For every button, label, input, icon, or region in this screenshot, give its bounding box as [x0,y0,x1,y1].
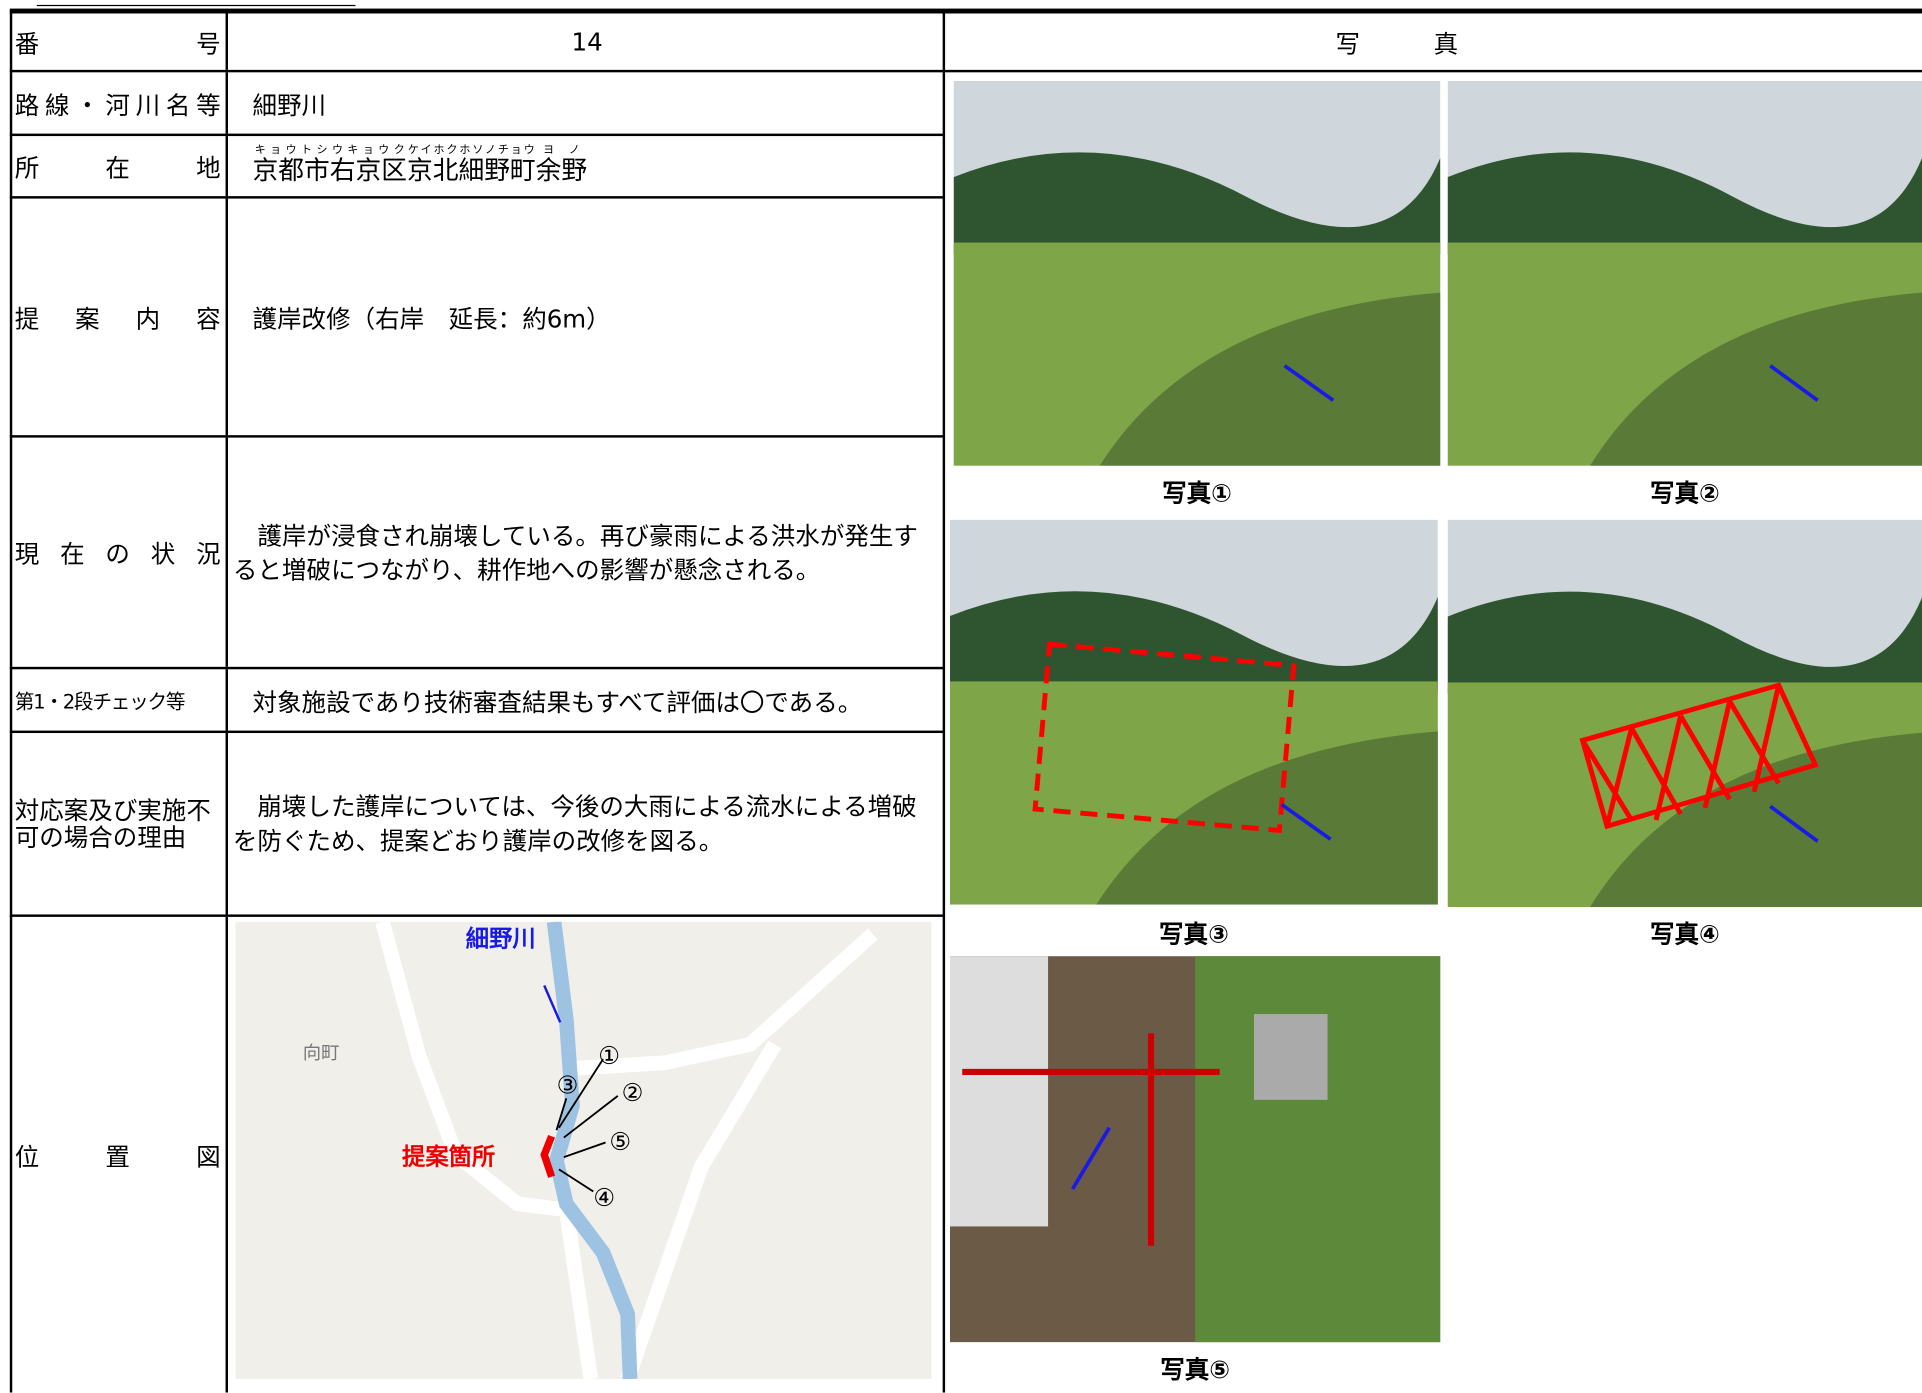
label: 対応案及び実施不可の場合の理由 [14,795,211,852]
map-site: 提案箇所 [402,1144,495,1171]
label: 位置図 [14,1141,221,1172]
map-markers: ① ② ③ ④ ⑤ [557,1041,644,1212]
address-part: 京北細野町ケイホクホソノチョウ [407,145,536,188]
marker: ④ [593,1183,615,1212]
map-river: 細野川 [466,925,536,952]
row-line [9,666,944,670]
number: 14 [571,26,603,57]
marker: ③ [557,1070,579,1099]
photo [949,956,1441,1343]
address-ruby: ケイホクホソノチョウ [406,144,536,157]
value: 護岸改修（右岸 延長：約6m） [252,303,611,334]
row-line [9,435,944,438]
divider [942,9,946,1393]
address-ruby: ウキョウク [329,144,407,157]
photo-caption: 写真③ [1159,919,1229,949]
row-line [9,914,944,917]
address-text: 余野 [535,155,588,186]
value: 崩壊した護岸については、今後の大雨による流水による増破を防ぐため、提案どおり護岸… [232,791,917,856]
label: 現在の状況 [14,539,221,569]
left-border [9,9,13,1393]
address-part: 右京区ウキョウク [330,145,407,188]
address: 京都市キョウトシ 右京区ウキョウク 京北細野町ケイホクホソノチョウ 余野ヨノ [228,136,944,196]
top-border [9,8,1922,14]
row-line [9,69,1922,73]
marker: ⑤ [609,1127,631,1156]
photo-header: 写真 [1335,28,1532,59]
address-text: 右京区 [329,155,407,186]
value: 対象施設であり技術審査結果もすべて評価は〇である。 [252,687,863,717]
address-text: 京都市 [252,155,330,186]
underline [36,4,356,7]
photo-caption: 写真② [1649,478,1720,508]
label: 路線・河川名等 [14,90,221,120]
value: 細野川 [252,90,327,120]
location-map: 細野川 向町 提案箇所 ① ② ③ ④ ⑤ [235,921,932,1380]
address-ruby: キョウトシ [252,144,330,157]
label: 第1・2段チェック等 [14,690,186,714]
marker: ② [621,1078,643,1107]
row-line [9,133,944,137]
photo-caption: 写真① [1162,478,1232,508]
label: 所在地 [14,153,221,183]
value: 護岸が浸食され崩壊している。再び豪雨による洪水が発生すると増破につながり、耕作地… [232,520,918,585]
address-part: 京都市キョウトシ [253,145,330,188]
photo [1447,80,1922,466]
photo [953,80,1441,466]
row-line [9,196,944,199]
photo [949,519,1438,905]
address-text: 京北細野町 [406,155,536,186]
marker: ① [598,1041,620,1070]
row-line [9,730,944,734]
address-part: 余野ヨノ [536,145,587,188]
map-town: 向町 [303,1043,340,1064]
label: 提案内容 [14,303,221,334]
label: 番号 [14,28,221,59]
photo-caption: 写真④ [1649,919,1720,949]
photo [1447,519,1922,908]
address-ruby: ヨノ [535,144,588,157]
photo-caption: 写真⑤ [1160,1354,1231,1384]
